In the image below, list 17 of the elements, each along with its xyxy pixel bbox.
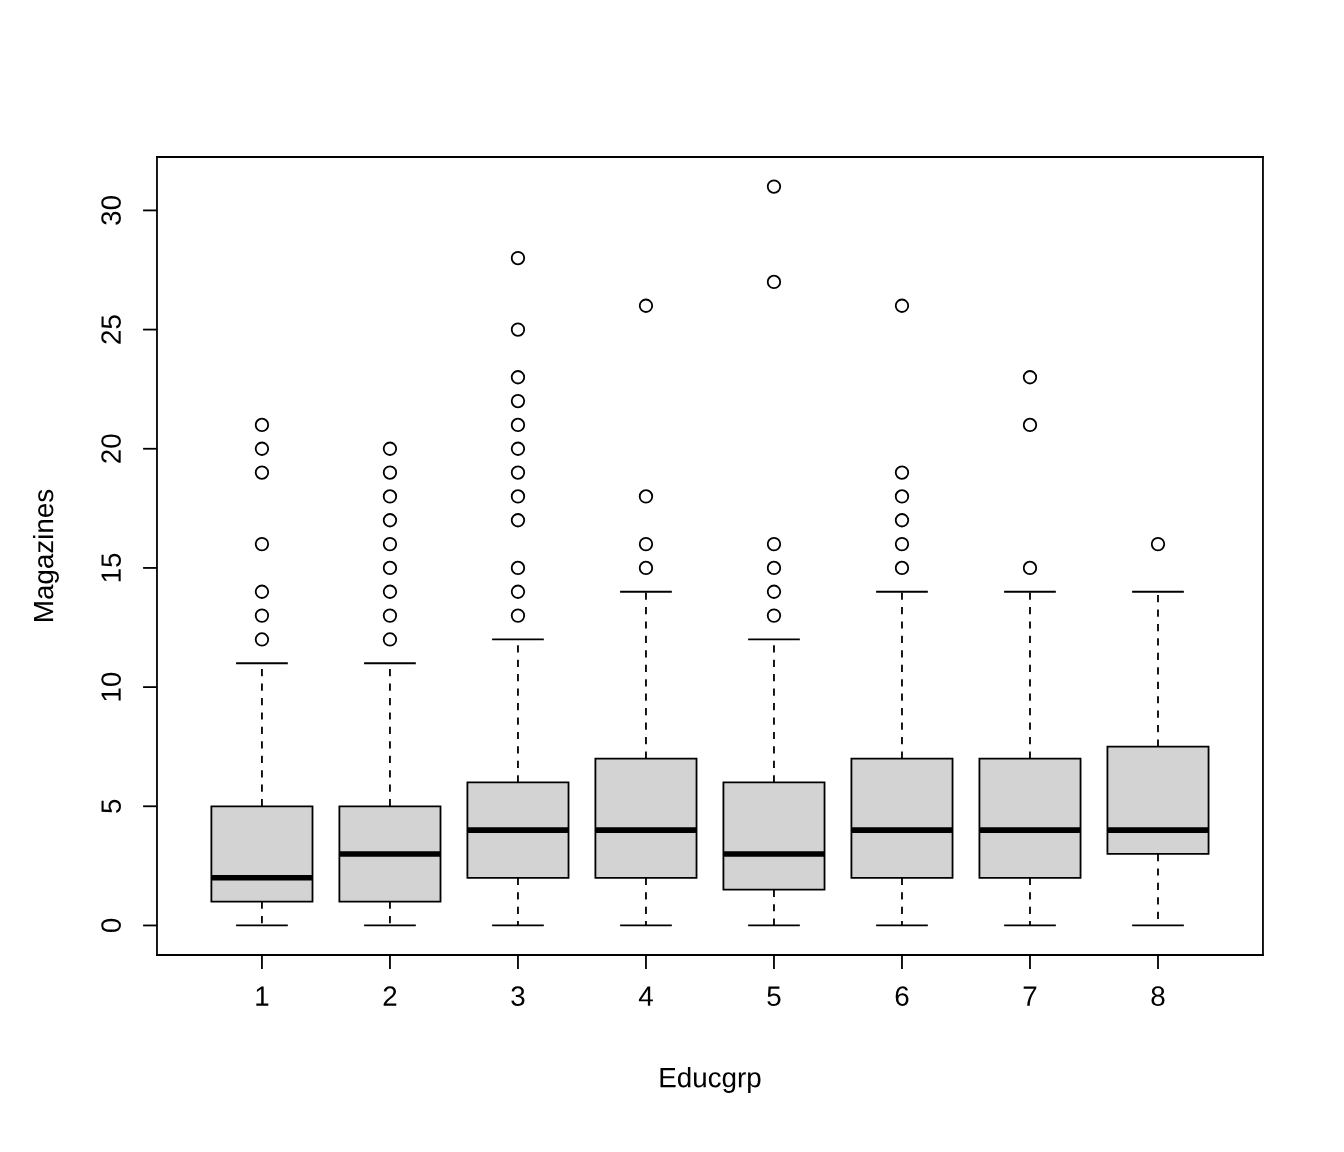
- x-axis-title: Educgrp: [660, 1067, 761, 1093]
- y-tick-label: 10: [101, 672, 121, 701]
- y-tick-label: 20: [101, 434, 121, 463]
- y-tick-label: 5: [101, 799, 121, 813]
- x-tick-label: 5: [767, 986, 781, 1006]
- y-axis-title: Magazines: [32, 489, 59, 621]
- y-tick-label: 25: [101, 315, 121, 344]
- x-tick-label: 3: [511, 986, 525, 1006]
- x-tick-label: 4: [638, 986, 653, 1006]
- y-tick-label: 30: [101, 196, 121, 225]
- y-tick-label: 15: [101, 553, 121, 582]
- x-tick-label: 8: [1151, 986, 1165, 1006]
- x-tick-label: 6: [895, 986, 909, 1006]
- x-tick-label: 1: [256, 986, 269, 1006]
- x-tick-label: 2: [383, 986, 397, 1006]
- y-tick-label: 0: [101, 918, 121, 933]
- x-tick-label: 7: [1023, 986, 1037, 1006]
